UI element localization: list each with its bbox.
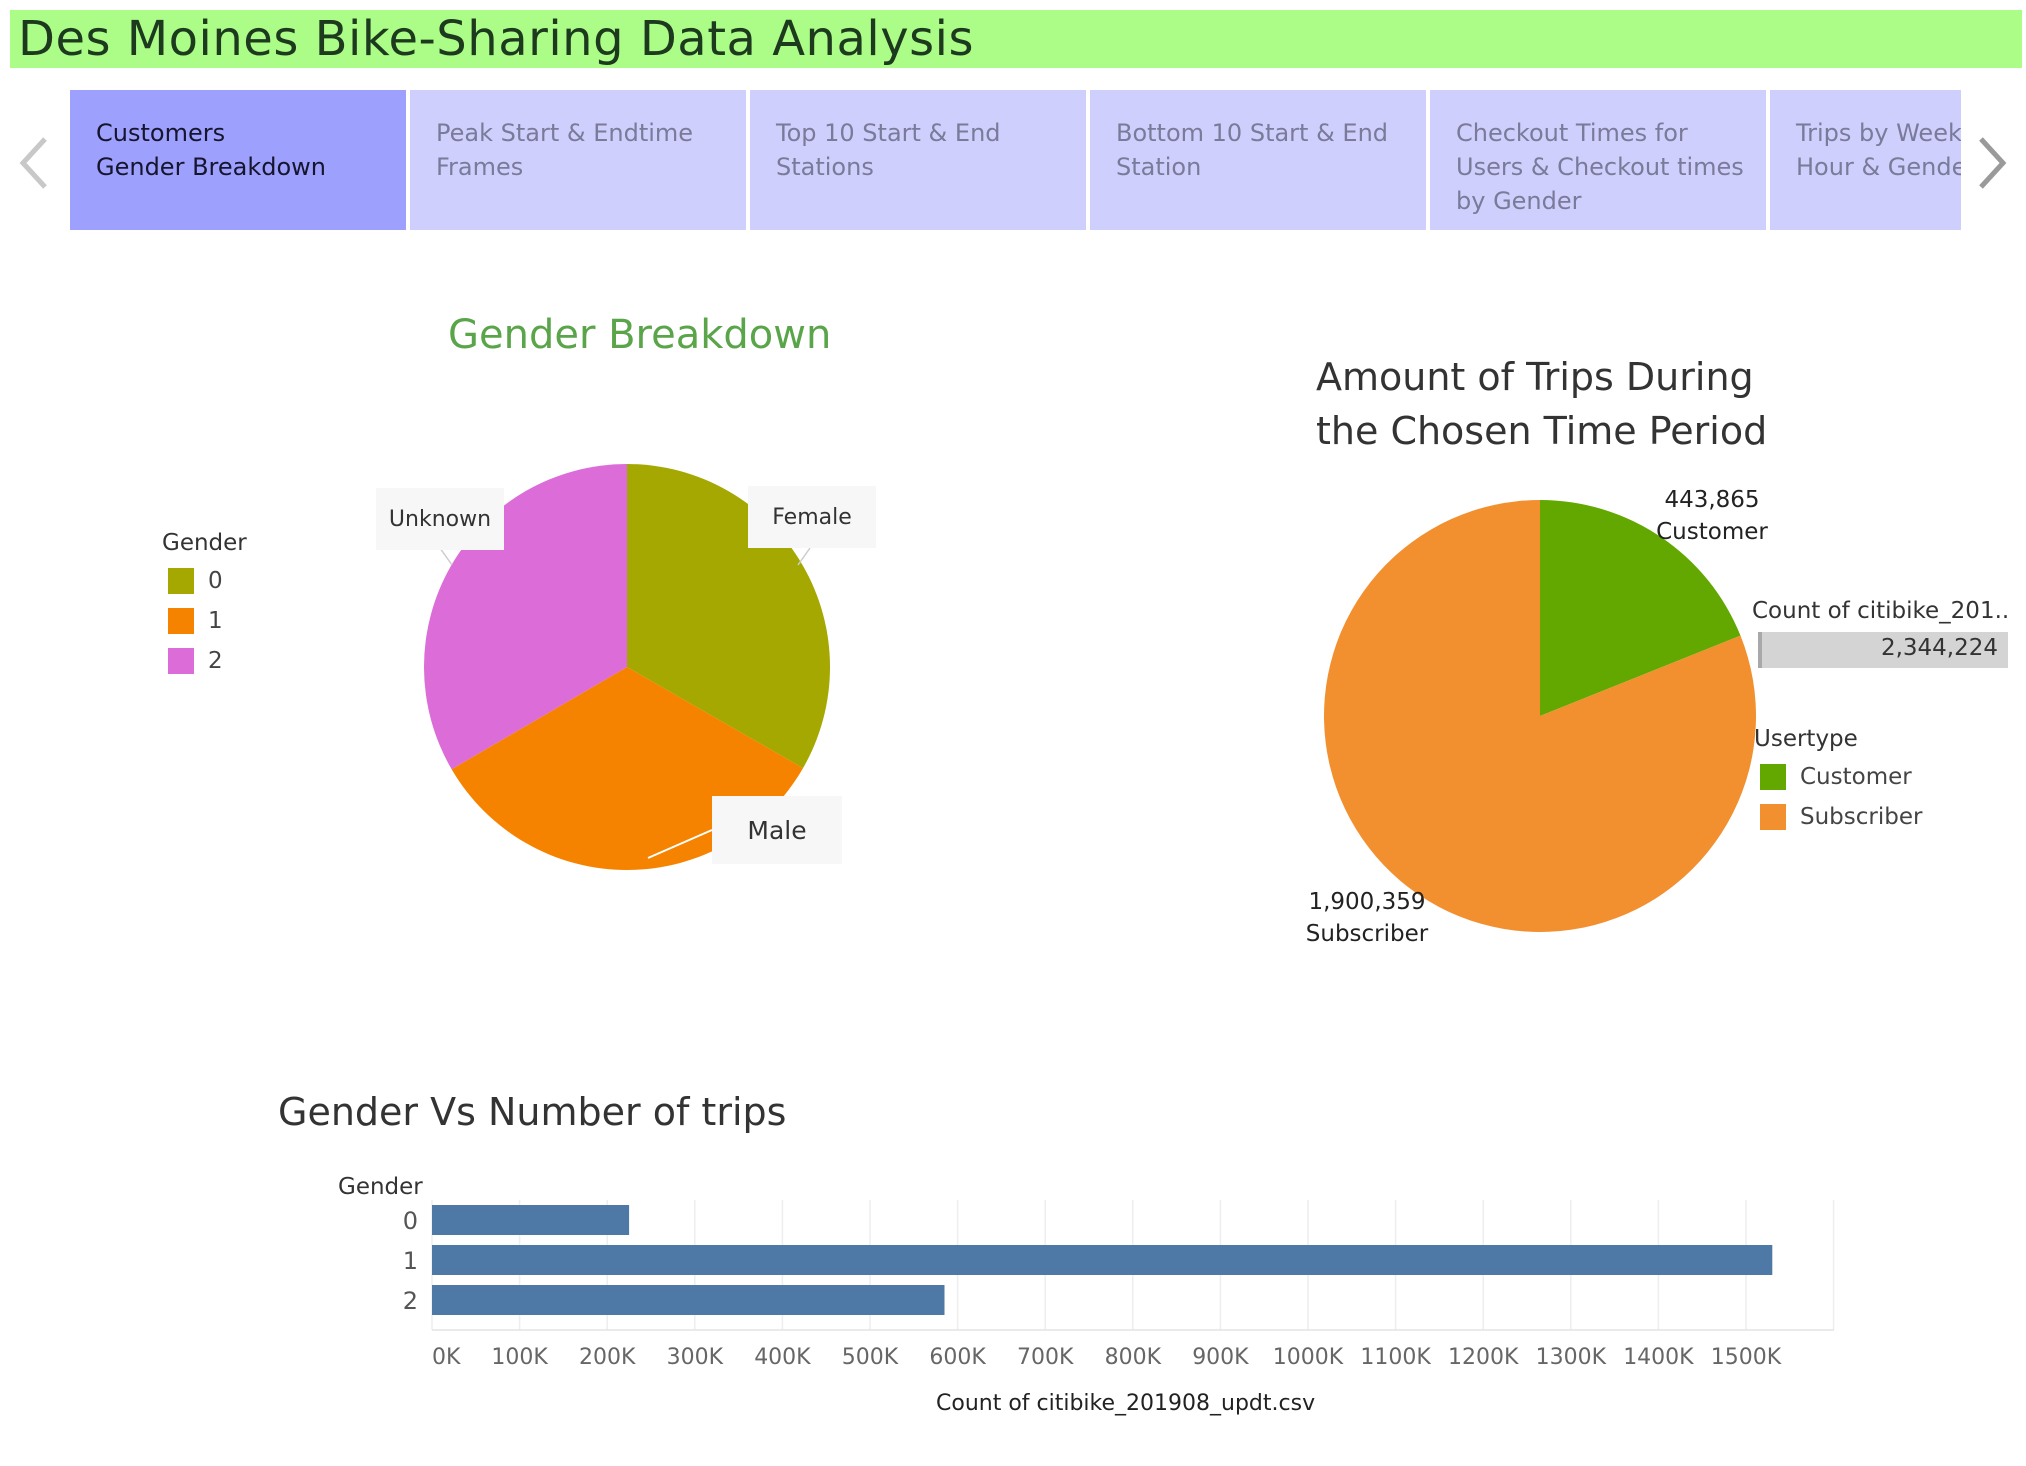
tab-checkout-times[interactable]: Checkout Times for Users & Checkout time… (1430, 90, 1766, 230)
legend-label: Customer (1800, 764, 1912, 790)
x-tick-label: 800K (1105, 1345, 1162, 1370)
tab-bottom-10-stations[interactable]: Bottom 10 Start & End Station (1090, 90, 1426, 230)
callout-leader-line (647, 829, 713, 859)
legend-item-gender-0[interactable]: 0 (168, 568, 223, 594)
tab-label: Customers Gender Breakdown (96, 119, 327, 181)
y-tick-label: 0 (403, 1207, 418, 1235)
total-count-value: 2,344,224 (1880, 635, 1998, 661)
legend-swatch (168, 608, 194, 634)
tab-label: Top 10 Start & End Stations (776, 119, 1001, 181)
bar-gender-1 (432, 1245, 1773, 1275)
x-tick-label: 1200K (1448, 1345, 1519, 1370)
tab-top-10-stations[interactable]: Top 10 Start & End Stations (750, 90, 1086, 230)
trips-pie-title: Amount of Trips During the Chosen Time P… (1316, 355, 1768, 453)
pie-slice-subscriber (1323, 500, 1756, 933)
legend-label: 2 (208, 648, 223, 674)
x-tick-label: 100K (491, 1345, 548, 1370)
gender-trips-title: Gender Vs Number of trips (278, 1090, 787, 1134)
pie-callout-female: Female (748, 486, 876, 548)
usertype-legend-title: Usertype (1754, 726, 1858, 752)
legend-swatch (1760, 764, 1786, 790)
total-count-title: Count of citibike_201.. (1752, 598, 2010, 624)
carousel-next-button[interactable] (1966, 128, 2016, 198)
x-tick-label: 1000K (1273, 1345, 1344, 1370)
x-tick-label: 0K (432, 1345, 461, 1370)
callout-label: Female (772, 504, 852, 530)
x-tick-label: 1300K (1536, 1345, 1607, 1370)
customer-name: Customer (1656, 519, 1768, 545)
x-tick-label: 200K (579, 1345, 636, 1370)
story-tabs: Customers Gender Breakdown Peak Start & … (70, 90, 1961, 230)
bar-gender-0 (432, 1205, 630, 1235)
subscriber-slice-label: 1,900,359 Subscriber (1302, 886, 1432, 950)
legend-label: Subscriber (1800, 804, 1923, 830)
customer-value: 443,865 (1664, 487, 1760, 513)
callout-leader-line (439, 547, 453, 566)
callout-label: Male (747, 815, 807, 845)
subscriber-value: 1,900,359 (1308, 889, 1426, 915)
x-tick-label: 600K (929, 1345, 986, 1370)
callout-leader-line (797, 547, 811, 566)
bar-axis-title-gender: Gender (338, 1174, 423, 1200)
pie-callout-unknown: Unknown (376, 488, 504, 550)
carousel-prev-button[interactable] (10, 128, 60, 198)
legend-item-customer[interactable]: Customer (1760, 764, 1912, 790)
tab-peak-times[interactable]: Peak Start & Endtime Frames (410, 90, 746, 230)
bar-gender-2 (432, 1285, 945, 1315)
subscriber-name: Subscriber (1305, 921, 1429, 947)
title-bar: Des Moines Bike-Sharing Data Analysis (10, 10, 2022, 68)
tab-trips-by-weekday[interactable]: Trips by Weekday per Hour & Gender (1770, 90, 1961, 230)
legend-swatch (168, 648, 194, 674)
legend-swatch (1760, 804, 1786, 830)
tab-label: Peak Start & Endtime Frames (436, 119, 694, 181)
x-tick-label: 1400K (1623, 1345, 1694, 1370)
x-tick-label: 900K (1192, 1345, 1249, 1370)
pie-callout-male: Male (712, 796, 842, 864)
tab-label: Checkout Times for Users & Checkout time… (1456, 119, 1744, 215)
gender-legend-title: Gender (162, 530, 247, 556)
legend-label: 0 (208, 568, 223, 594)
legend-label: 1 (208, 608, 223, 634)
bar-axis-title-count: Count of citibike_201908_updt.csv (936, 1391, 1316, 1416)
chevron-left-icon (19, 137, 47, 189)
legend-item-gender-2[interactable]: 2 (168, 648, 223, 674)
x-tick-label: 400K (754, 1345, 811, 1370)
tab-customers-gender-breakdown[interactable]: Customers Gender Breakdown (70, 90, 406, 230)
legend-swatch (168, 568, 194, 594)
page-title: Des Moines Bike-Sharing Data Analysis (18, 11, 974, 67)
x-tick-label: 500K (842, 1345, 899, 1370)
y-tick-label: 1 (403, 1247, 418, 1275)
total-count-bar[interactable]: 2,344,224 (1758, 632, 2008, 668)
x-tick-label: 700K (1017, 1345, 1074, 1370)
gender-breakdown-title: Gender Breakdown (448, 312, 832, 358)
legend-item-gender-1[interactable]: 1 (168, 608, 223, 634)
tab-label: Bottom 10 Start & End Station (1116, 119, 1389, 181)
legend-item-subscriber[interactable]: Subscriber (1760, 804, 1922, 830)
chevron-right-icon (1979, 137, 2007, 189)
x-tick-label: 1500K (1711, 1345, 1782, 1370)
x-tick-label: 1100K (1360, 1345, 1431, 1370)
x-tick-label: 300K (667, 1345, 724, 1370)
tab-label: Trips by Weekday per Hour & Gender (1796, 119, 1961, 181)
y-tick-label: 2 (403, 1287, 418, 1315)
callout-label: Unknown (388, 506, 492, 532)
customer-slice-label: 443,865 Customer (1640, 484, 1784, 548)
